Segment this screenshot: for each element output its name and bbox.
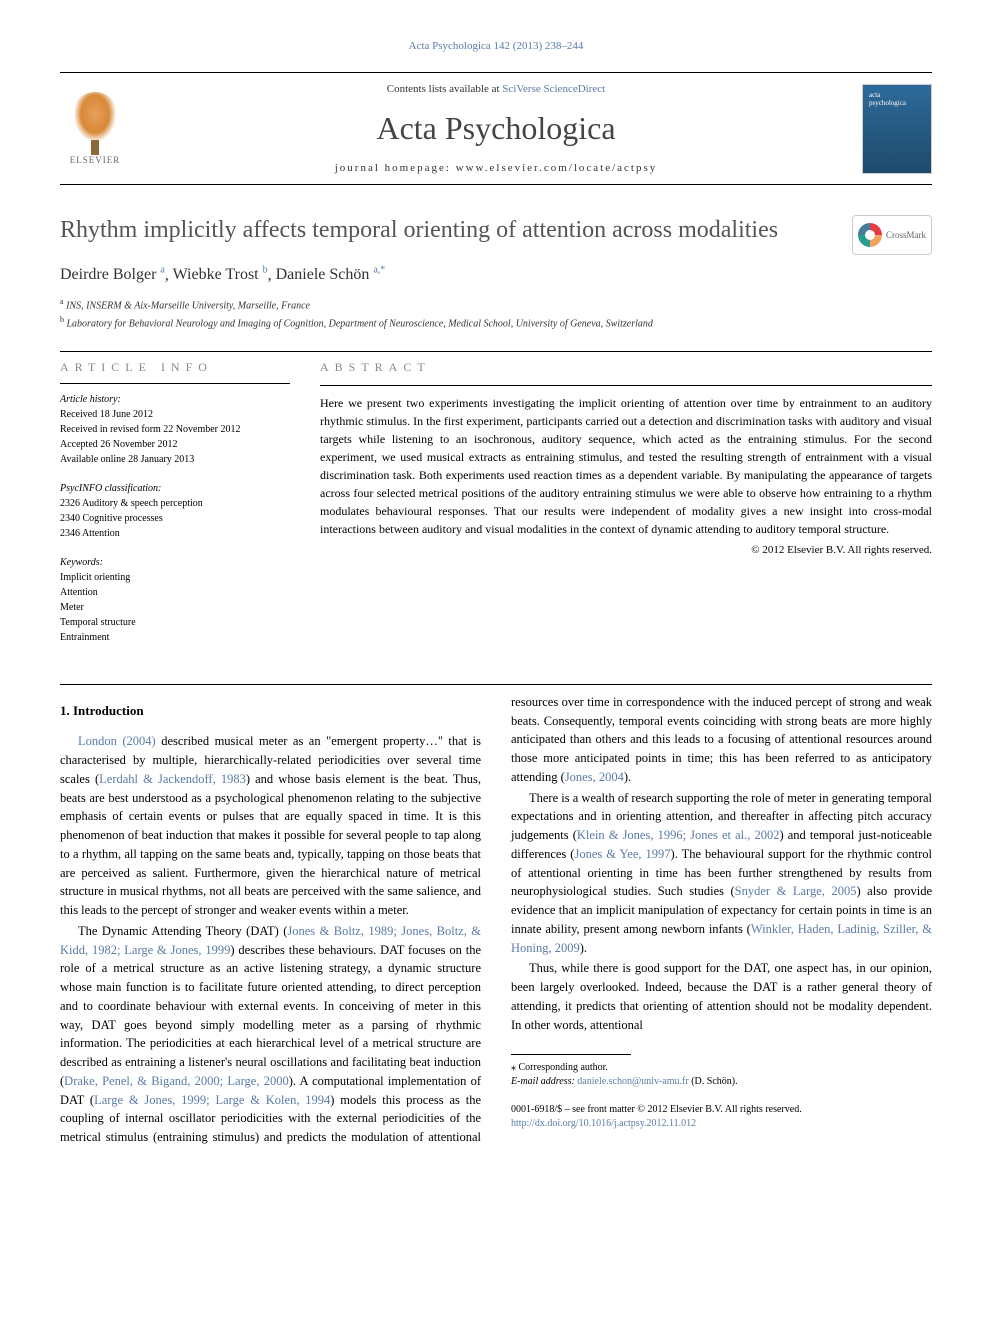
masthead: ELSEVIER Contents lists available at Sci… xyxy=(60,72,932,185)
citation-link[interactable]: Acta Psychologica 142 (2013) 238–244 xyxy=(409,40,584,52)
email-label: E-mail address: xyxy=(511,1076,577,1087)
psycinfo-block: PsycINFO classification: 2326 Auditory &… xyxy=(60,481,290,541)
body-paragraph: Thus, while there is good support for th… xyxy=(511,959,932,1034)
body-two-column: 1. Introduction London (2004) described … xyxy=(60,693,932,1147)
journal-name: Acta Psychologica xyxy=(130,110,862,147)
masthead-center: Contents lists available at SciVerse Sci… xyxy=(130,83,862,174)
email-line: E-mail address: daniele.schon@univ-amu.f… xyxy=(511,1075,932,1089)
crossmark-badge[interactable]: CrossMark xyxy=(852,215,932,255)
doi-link[interactable]: http://dx.doi.org/10.1016/j.actpsy.2012.… xyxy=(511,1118,696,1129)
section-heading-intro: 1. Introduction xyxy=(60,701,481,721)
email-link[interactable]: daniele.schon@univ-amu.fr xyxy=(577,1076,688,1087)
keywords-label: Keywords: xyxy=(60,555,290,570)
abstract-heading: abstract xyxy=(320,360,932,375)
history-item: Received in revised form 22 November 201… xyxy=(60,422,290,437)
footnote-separator xyxy=(511,1054,631,1055)
psycinfo-item: 2346 Attention xyxy=(60,526,290,541)
elsevier-tree-icon xyxy=(70,92,120,147)
body-paragraph: There is a wealth of research supporting… xyxy=(511,789,932,958)
journal-cover-thumbnail xyxy=(862,84,932,174)
author-2: Wiebke Trost b xyxy=(173,266,268,283)
homepage-url[interactable]: www.elsevier.com/locate/actpsy xyxy=(456,162,658,174)
abstract-text: Here we present two experiments investig… xyxy=(320,394,932,538)
corresponding-author-note: ⁎ Corresponding author. E-mail address: … xyxy=(511,1061,932,1089)
article-info-column: article info Article history: Received 1… xyxy=(60,360,290,659)
homepage-prefix: journal homepage: xyxy=(335,162,456,174)
bottom-matter: 0001-6918/$ – see front matter © 2012 El… xyxy=(511,1103,932,1131)
title-row: Rhythm implicitly affects temporal orien… xyxy=(60,215,932,255)
article-info-heading: article info xyxy=(60,360,290,375)
keyword-item: Meter xyxy=(60,600,290,615)
left-column-footer: ⁎ Corresponding author. E-mail address: … xyxy=(511,1054,932,1131)
author-3: Daniele Schön a,* xyxy=(276,266,386,283)
article-title: Rhythm implicitly affects temporal orien… xyxy=(60,215,852,246)
history-item: Received 18 June 2012 xyxy=(60,407,290,422)
author-1: Deirdre Bolger a xyxy=(60,266,165,283)
journal-homepage: journal homepage: www.elsevier.com/locat… xyxy=(130,162,862,174)
abstract-column: abstract Here we present two experiments… xyxy=(320,360,932,659)
history-label: Article history: xyxy=(60,392,290,407)
info-divider-1 xyxy=(60,383,290,384)
info-abstract-row: article info Article history: Received 1… xyxy=(60,360,932,659)
abstract-copyright: © 2012 Elsevier B.V. All rights reserved… xyxy=(320,544,932,556)
abstract-divider xyxy=(320,385,932,386)
psycinfo-item: 2340 Cognitive processes xyxy=(60,511,290,526)
elsevier-label: ELSEVIER xyxy=(70,155,121,165)
history-item: Available online 28 January 2013 xyxy=(60,452,290,467)
article-history-block: Article history: Received 18 June 2012 R… xyxy=(60,392,290,467)
elsevier-logo: ELSEVIER xyxy=(60,89,130,169)
sciencedirect-link[interactable]: SciVerse ScienceDirect xyxy=(502,83,605,95)
affiliation-a: a INS, INSERM & Aix-Marseille University… xyxy=(60,296,932,313)
keyword-item: Implicit orienting xyxy=(60,570,290,585)
psycinfo-item: 2326 Auditory & speech perception xyxy=(60,496,290,511)
corr-author-line: ⁎ Corresponding author. xyxy=(511,1061,932,1075)
contents-lists-line: Contents lists available at SciVerse Sci… xyxy=(130,83,862,95)
body-paragraph: London (2004) described musical meter as… xyxy=(60,732,481,920)
divider-bottom xyxy=(60,684,932,685)
email-suffix: (D. Schön). xyxy=(689,1076,738,1087)
issn-copyright-line: 0001-6918/$ – see front matter © 2012 El… xyxy=(511,1103,932,1117)
affiliation-b: b Laboratory for Behavioral Neurology an… xyxy=(60,314,932,331)
crossmark-label: CrossMark xyxy=(886,230,926,240)
psycinfo-label: PsycINFO classification: xyxy=(60,481,290,496)
affiliations: a INS, INSERM & Aix-Marseille University… xyxy=(60,296,932,331)
contents-prefix: Contents lists available at xyxy=(387,83,502,95)
page: Acta Psychologica 142 (2013) 238–244 ELS… xyxy=(0,0,992,1177)
keyword-item: Temporal structure xyxy=(60,615,290,630)
keyword-item: Attention xyxy=(60,585,290,600)
author-line: Deirdre Bolger a, Wiebke Trost b, Daniel… xyxy=(60,265,932,284)
keyword-item: Entrainment xyxy=(60,630,290,645)
history-item: Accepted 26 November 2012 xyxy=(60,437,290,452)
keywords-block: Keywords: Implicit orienting Attention M… xyxy=(60,555,290,645)
divider-top xyxy=(60,351,932,352)
crossmark-icon xyxy=(858,223,882,247)
running-head-citation: Acta Psychologica 142 (2013) 238–244 xyxy=(60,40,932,52)
